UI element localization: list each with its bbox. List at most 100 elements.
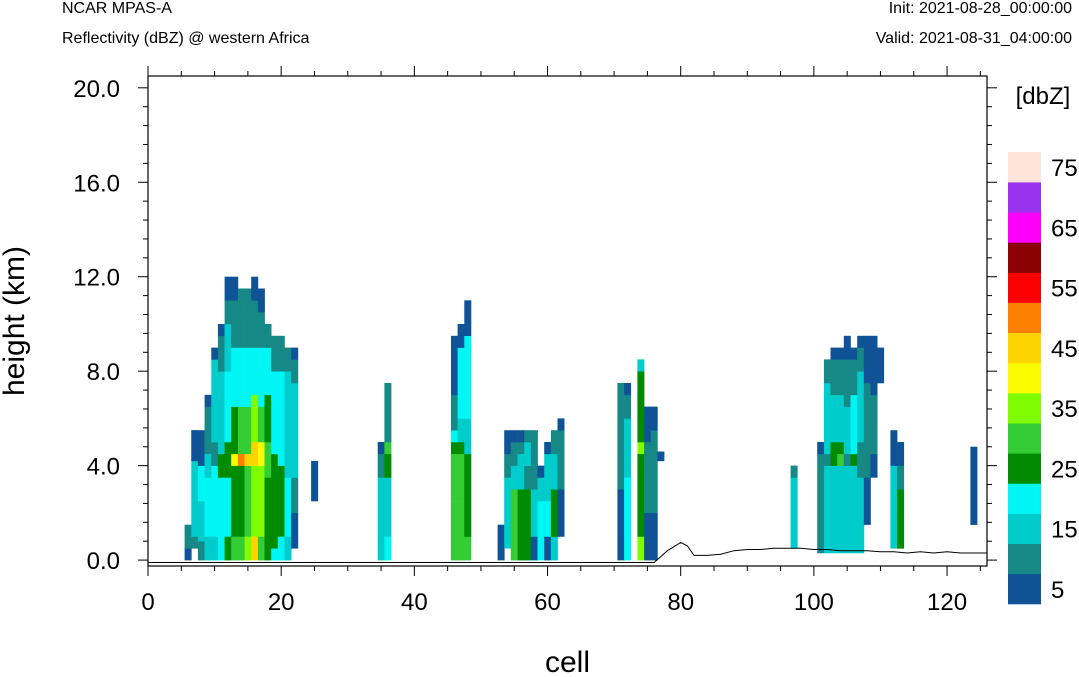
reflectivity-cell [211, 359, 219, 443]
reflectivity-cell [464, 335, 472, 419]
reflectivity-cell [837, 359, 845, 396]
reflectivity-cell [277, 536, 285, 561]
reflectivity-cell [650, 406, 658, 431]
model-name: NCAR MPAS-A [62, 0, 172, 17]
reflectivity-cell [837, 453, 845, 466]
y-tick-label: 16.0 [73, 170, 120, 197]
reflectivity-cell [377, 453, 385, 478]
reflectivity-cell [251, 465, 259, 537]
plot-frame [147, 75, 988, 567]
colorbar-swatch [1008, 242, 1041, 273]
reflectivity-cell [557, 430, 565, 490]
reflectivity-cell [524, 536, 532, 561]
reflectivity-cell [211, 442, 219, 466]
reflectivity-cell [204, 453, 212, 478]
reflectivity-cell [530, 430, 538, 466]
reflectivity-cell [890, 465, 898, 490]
reflectivity-cell [790, 477, 798, 549]
reflectivity-cell [277, 442, 285, 466]
reflectivity-cell [224, 371, 232, 443]
reflectivity-cell [830, 453, 838, 466]
reflectivity-cell [257, 536, 265, 561]
reflectivity-cell [257, 312, 265, 348]
reflectivity-cell [830, 394, 838, 443]
reflectivity-cell [191, 536, 199, 549]
reflectivity-cell [451, 501, 458, 561]
reflectivity-cell [217, 335, 225, 372]
reflectivity-cell [624, 394, 632, 419]
reflectivity-cell [244, 453, 252, 466]
reflectivity-cell [510, 442, 518, 466]
reflectivity-cell [224, 477, 232, 537]
reflectivity-cell [291, 359, 299, 384]
reflectivity-cell [850, 394, 858, 455]
reflectivity-cell [863, 335, 871, 384]
reflectivity-cell [644, 477, 652, 514]
reflectivity-cell [510, 465, 518, 490]
reflectivity-cell [377, 536, 385, 561]
reflectivity-cell [277, 371, 285, 443]
x-tick-label: 100 [794, 589, 834, 616]
reflectivity-cell [644, 442, 652, 478]
reflectivity-cell [271, 335, 279, 372]
reflectivity-cell [237, 453, 245, 466]
reflectivity-cell [264, 477, 272, 537]
reflectivity-cell [257, 288, 265, 313]
reflectivity-cell [850, 347, 858, 360]
valid-time: Valid: 2021-08-31_04:00:00 [875, 30, 1072, 47]
reflectivity-cell [384, 453, 392, 478]
reflectivity-cell [264, 536, 272, 561]
y-axis-label: height (km) [0, 246, 31, 396]
reflectivity-cell [217, 536, 225, 561]
reflectivity-cell [823, 453, 831, 466]
reflectivity-cell [524, 430, 532, 443]
colorbar: 5 15 25 35 45 55 65 75 [dbZ] [1008, 83, 1078, 605]
reflectivity-cell [823, 359, 831, 384]
reflectivity-cell [457, 324, 465, 348]
x-tick-label: 40 [401, 589, 428, 616]
reflectivity-cell [251, 536, 259, 561]
x-tick-label: 60 [534, 589, 561, 616]
colorbar-swatch [1008, 423, 1041, 454]
reflectivity-cell [237, 288, 245, 301]
x-tick-label: 80 [667, 589, 694, 616]
reflectivity-cell [204, 394, 212, 407]
reflectivity-cell [823, 465, 831, 554]
reflectivity-cell [231, 536, 239, 561]
reflectivity-cell [857, 335, 865, 348]
reflectivity-cell [517, 442, 525, 455]
reflectivity-cell [877, 347, 885, 384]
reflectivity-cell [863, 477, 871, 525]
reflectivity-cell [537, 501, 545, 561]
reflectivity-cell [451, 430, 458, 443]
reflectivity-cell [843, 465, 851, 554]
reflectivity-cell [650, 512, 658, 561]
reflectivity-cell [637, 371, 645, 396]
reflectivity-cell [830, 442, 838, 455]
colorbar-tick-label: 55 [1051, 276, 1078, 303]
reflectivity-cell [517, 489, 525, 561]
reflectivity-cell [264, 324, 272, 348]
reflectivity-cell [970, 446, 978, 525]
reflectivity-cell [837, 394, 845, 443]
reflectivity-cell [224, 276, 232, 301]
colorbar-tick-label: 25 [1051, 456, 1078, 483]
reflectivity-cell [244, 347, 252, 407]
colorbar-swatch [1008, 212, 1041, 243]
reflectivity-cell [217, 453, 225, 478]
reflectivity-cell [544, 536, 552, 561]
reflectivity-cell [517, 453, 525, 490]
reflectivity-cell [544, 442, 552, 455]
reflectivity-cell [504, 453, 512, 478]
reflectivity-cell [464, 536, 472, 561]
reflectivity-cell [257, 347, 265, 407]
reflectivity-cell [550, 536, 558, 561]
reflectivity-cell [237, 465, 245, 537]
reflectivity-cell [217, 477, 225, 537]
reflectivity-cell [191, 430, 199, 462]
reflectivity-cell [377, 442, 385, 455]
colorbar-swatch [1008, 272, 1041, 303]
reflectivity-cell [457, 442, 465, 455]
reflectivity-cell [870, 394, 878, 455]
